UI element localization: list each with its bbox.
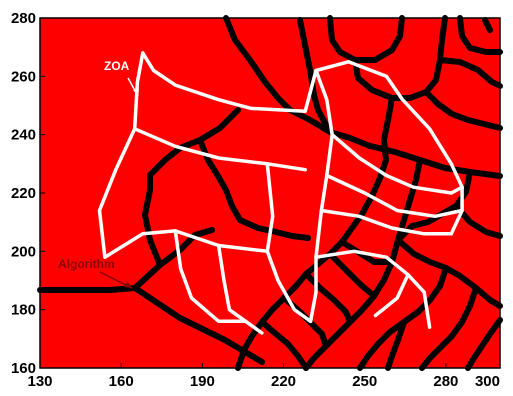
algorithm-boundary [465,317,503,371]
zoa-boundary [216,243,264,335]
algorithm-boundary [395,237,503,309]
y-tick-label: 240 [11,127,36,144]
zoa-boundary [325,173,464,219]
zoa-boundary [330,132,464,195]
zoa-label: ZOA [104,59,130,73]
algorithm-boundary [385,319,407,371]
algorithm-boundary [453,203,503,239]
x-tick-label: 130 [27,373,52,390]
algorithm-boundary [389,157,423,265]
y-tick-label: 180 [11,302,36,319]
zoa-boundary [308,68,334,324]
algorithm-boundary [482,17,493,33]
algorithm-boundary [142,172,163,268]
algorithm-boundary [339,239,395,265]
y-tick-label: 160 [11,360,36,377]
zoa-boundary [132,127,307,172]
algorithm-boundary [327,251,377,299]
x-tick-label: 160 [109,373,134,390]
algorithm-boundary [369,95,395,199]
algorithm-boundary [315,107,333,135]
algorithm-annotation: Algorithm [58,257,133,289]
zoa-boundary [173,229,248,324]
zoa-boundary [346,60,464,236]
algorithm-boundary [327,15,405,63]
algorithm-label: Algorithm [58,257,115,271]
y-tick-label: 260 [11,68,36,85]
algorithm-boundary [419,285,479,371]
x-tick-label: 280 [433,373,458,390]
zoa-boundary [319,208,454,236]
zoa-annotation: ZOA [104,59,139,97]
algorithm-boundary [37,285,265,365]
algorithm-boundary [437,57,503,89]
algorithm-arrowhead [124,281,132,288]
x-tick-label: 190 [190,373,215,390]
axis-ticks: 130 160 190 220 250 280 3001601802002202402602… [11,10,501,390]
zoa-boundaries [97,51,464,335]
algorithm-boundary [457,15,503,55]
zoa-boundary [265,162,313,324]
algorithm-boundary [235,193,375,371]
x-tick-label: 300 [475,373,500,390]
x-tick-label: 220 [271,373,296,390]
algorithm-boundary [237,217,311,241]
algorithm-boundary [259,319,309,371]
algorithm-boundary [423,89,503,131]
algorithm-boundary [147,107,241,178]
zoa-boundary [373,272,410,318]
algorithm-boundary [352,15,448,101]
algorithm-boundary [223,15,293,113]
zoa-boundary [97,51,270,259]
x-tick-label: 250 [352,373,377,390]
zoa-arrowhead [133,89,139,96]
y-tick-label: 220 [11,185,36,202]
algorithm-boundary [197,137,243,223]
y-tick-label: 280 [11,10,36,27]
algorithm-boundary [132,227,215,291]
y-tick-label: 200 [11,243,36,260]
zoa-boundary [141,51,351,114]
zoa-boundary [314,249,432,329]
algorithm-boundary [297,17,321,113]
